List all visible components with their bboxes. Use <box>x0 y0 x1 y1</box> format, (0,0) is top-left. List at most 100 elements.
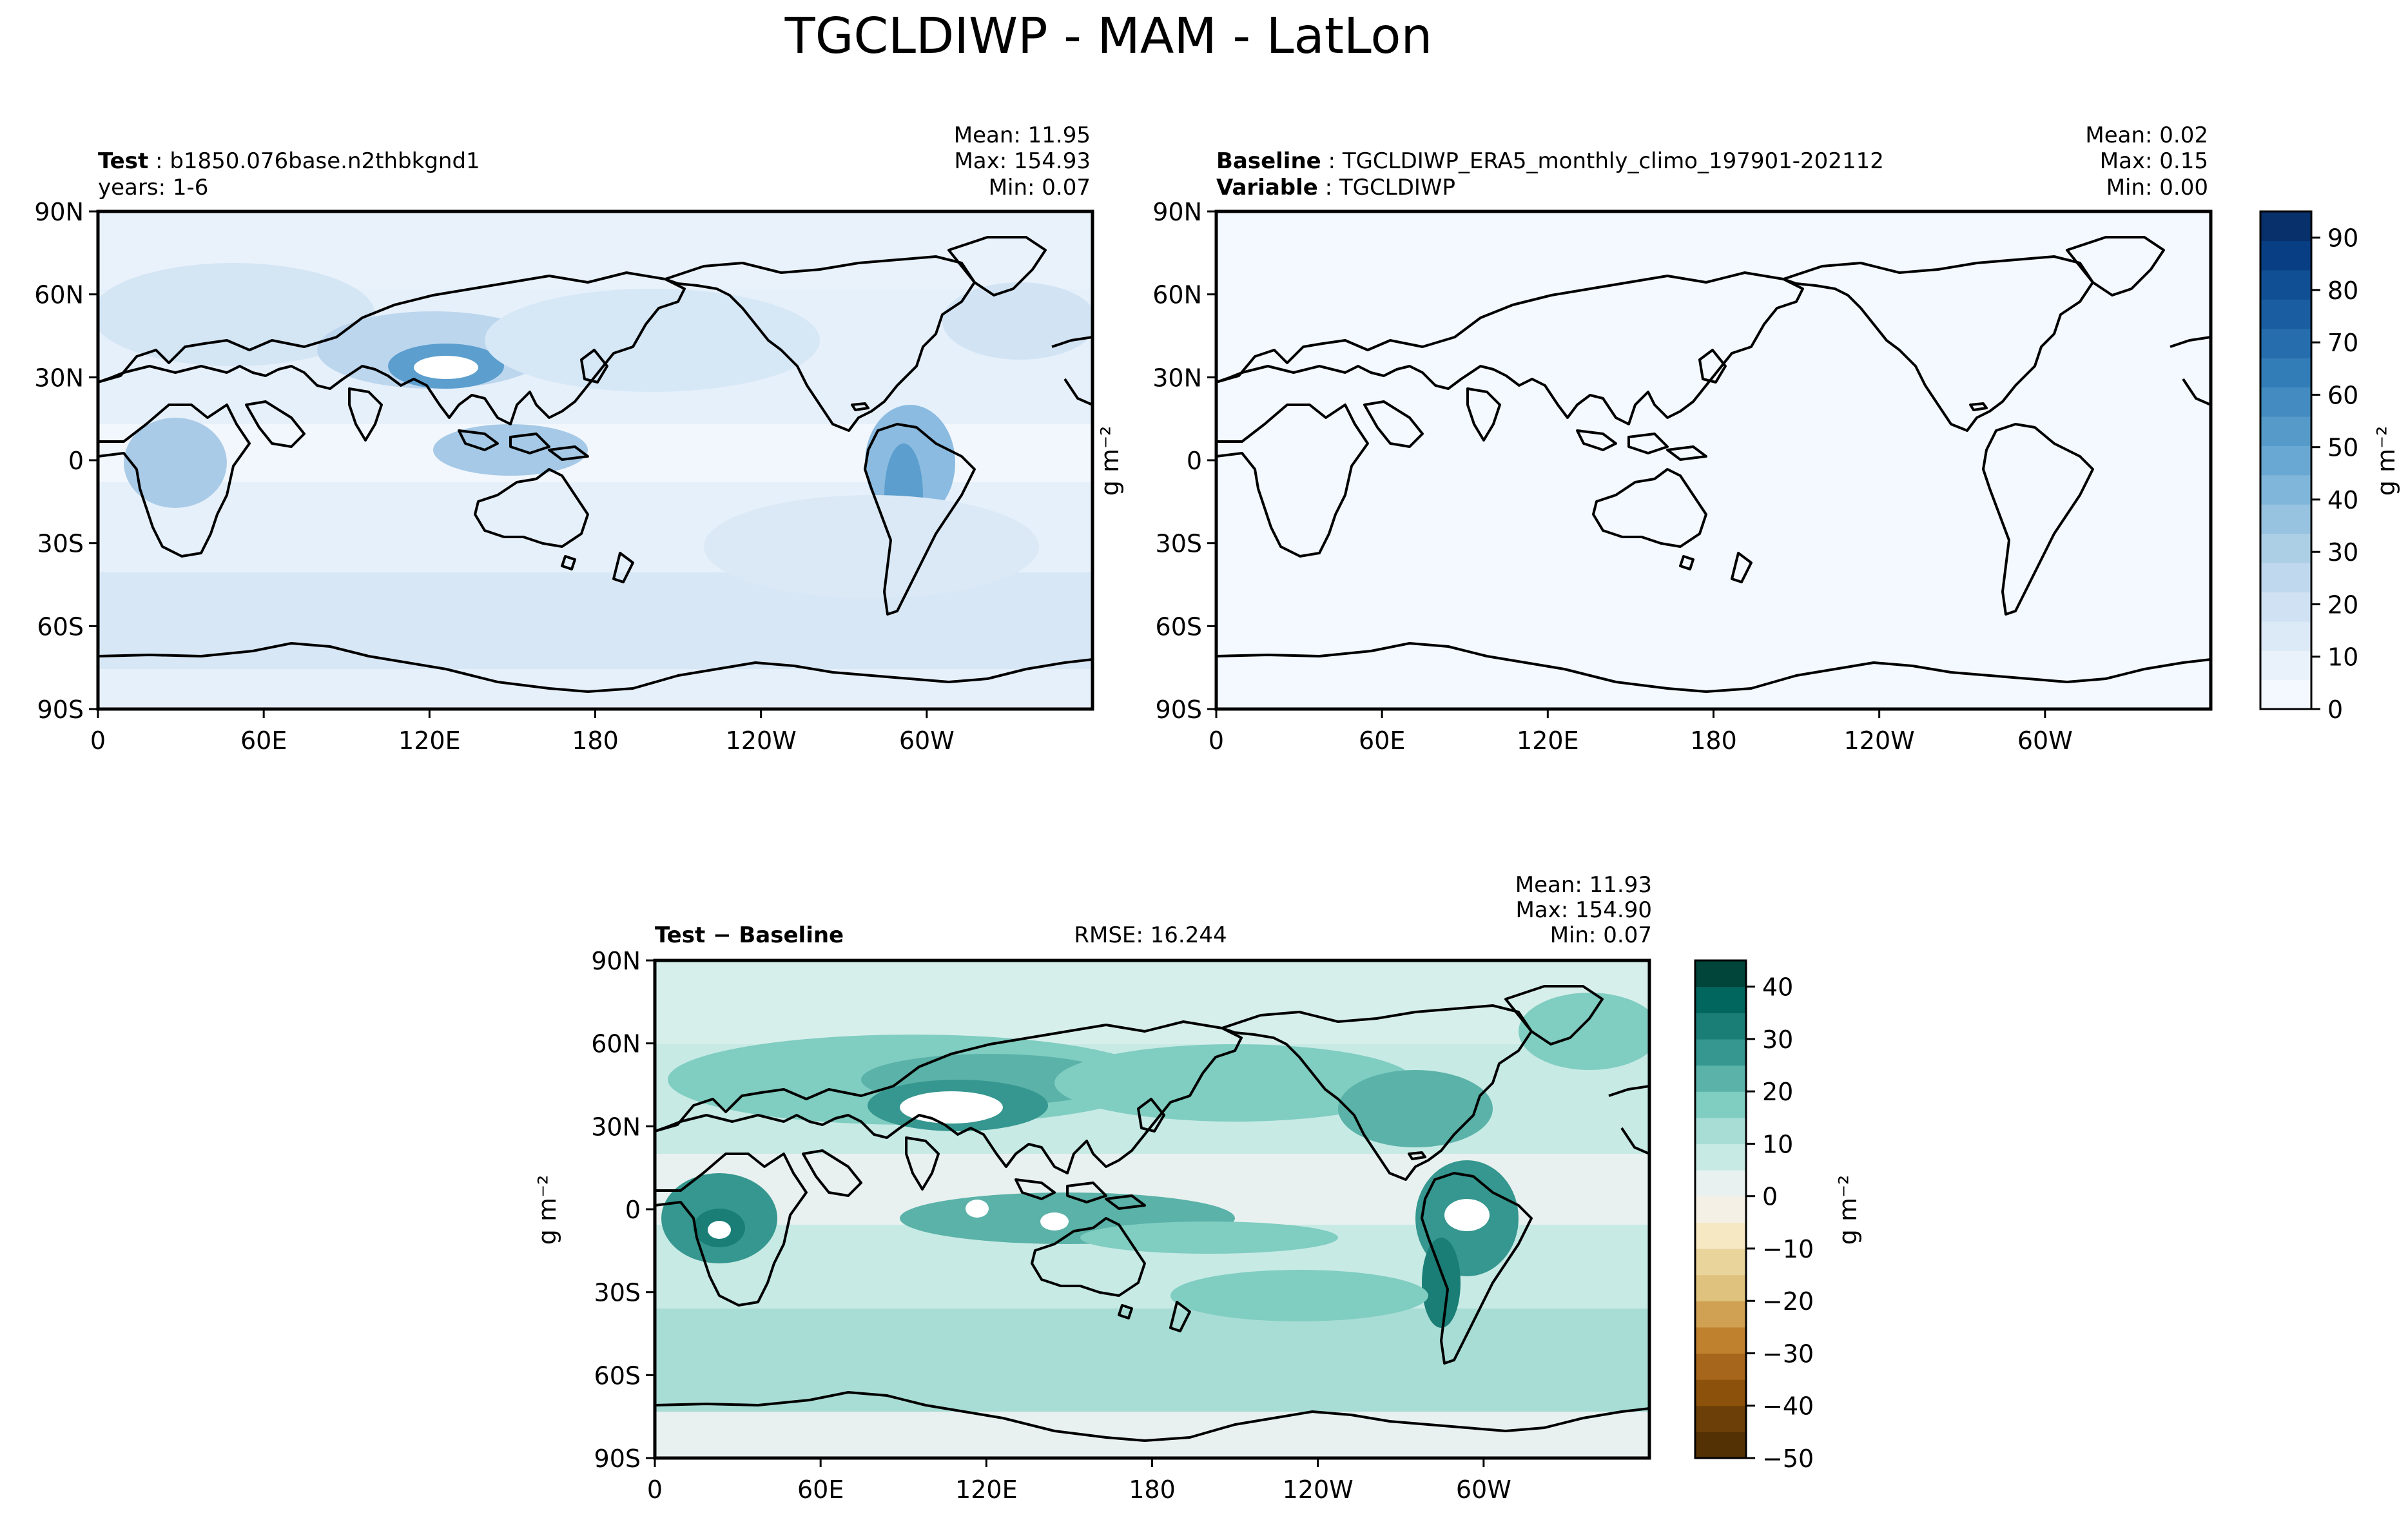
y-tick-label: 0 <box>1187 447 1202 475</box>
diff-max: Max: 154.90 <box>1515 897 1652 923</box>
test-years: years: 1-6 <box>98 175 208 200</box>
y-tick-label: 90N <box>591 947 641 975</box>
colorbar-level <box>1695 1013 1746 1040</box>
x-tick-label: 0 <box>647 1475 663 1504</box>
y-tick-label: 90N <box>34 198 84 226</box>
colorbar-level <box>1695 1353 1746 1380</box>
baseline-label-value: TGCLDIWP_ERA5_monthly_climo_197901-20211… <box>1342 148 1884 174</box>
colorbar-level <box>1695 1170 1746 1197</box>
diff-panel: Test − Baseline RMSE: 16.244 Mean: 11.93… <box>533 872 1652 1504</box>
y-tick-label: 60N <box>591 1030 641 1058</box>
y-tick-label: 30N <box>591 1113 641 1141</box>
test-label-key: Test <box>98 148 148 174</box>
colorbar-level <box>1695 1222 1746 1249</box>
colorbar-level <box>1695 1038 1746 1066</box>
colorbar-level <box>1695 1432 1746 1459</box>
colorbar-level <box>2260 211 2311 242</box>
y-tick-label: 90N <box>1152 198 1202 226</box>
y-tick-label: 90S <box>37 696 84 724</box>
y-tick-label: 30N <box>34 364 84 392</box>
colorbar-brbg: 40 30 20 10 0 −10 −20 −30 −40 −50 <box>1694 959 1814 1473</box>
y-tick-label: 0 <box>68 447 84 475</box>
test-y-ticks: 90N 60N 30N 0 30S 60S 90S <box>34 198 98 724</box>
colorbar-tick-label: 70 <box>2327 329 2358 357</box>
y-tick-label: 30N <box>1152 364 1202 392</box>
colorbar-level <box>2260 592 2311 622</box>
colorbar-tick-label: 60 <box>2327 381 2358 409</box>
colorbar-level <box>2260 650 2311 681</box>
colorbar-tick-label: −50 <box>1762 1445 1814 1473</box>
y-tick-label: 60S <box>1156 612 1202 641</box>
x-tick-label: 60W <box>1456 1475 1511 1504</box>
colorbar-level <box>1695 1274 1746 1301</box>
x-tick-label: 120E <box>398 726 461 755</box>
baseline-min: Min: 0.00 <box>2106 175 2208 200</box>
colorbar-level <box>2260 269 2311 300</box>
colorbar-brbg-unit: g m⁻² <box>1834 1175 1862 1245</box>
x-tick-label: 120W <box>1844 726 1915 755</box>
colorbar-tick-label: 10 <box>2327 643 2358 672</box>
colorbar-tick-label: 0 <box>2327 696 2343 724</box>
colorbar-level <box>1695 1248 1746 1276</box>
x-tick-label: 120W <box>1283 1475 1354 1504</box>
colorbar-level <box>2260 504 2311 534</box>
baseline-map-field <box>1216 211 2211 709</box>
colorbar-level <box>1695 1143 1746 1171</box>
colorbar-blues-unit: g m⁻² <box>2372 426 2400 496</box>
svg-text:Variable : TGCLDIWP: Variable : TGCLDIWP <box>1216 175 1455 200</box>
y-tick-label: 30S <box>1156 530 1202 558</box>
colorbar-level <box>1695 1301 1746 1328</box>
x-tick-label: 60E <box>240 726 287 755</box>
x-tick-label: 120E <box>955 1475 1018 1504</box>
y-tick-label: 90S <box>1156 696 1202 724</box>
diff-x-ticks: 0 60E 120E 180 120W 60W <box>647 1458 1511 1504</box>
x-tick-label: 180 <box>1129 1475 1176 1504</box>
colorbar-level <box>2260 533 2311 563</box>
baseline-x-ticks: 0 60E 120E 180 120W 60W <box>1209 709 2073 755</box>
colorbar-tick-label: −20 <box>1762 1287 1814 1316</box>
colorbar-level <box>1695 1091 1746 1118</box>
diff-map-field <box>655 960 1649 1458</box>
colorbar-tick-label: 40 <box>2327 486 2358 514</box>
colorbar-tick-label: 20 <box>2327 590 2358 619</box>
x-tick-label: 120E <box>1517 726 1579 755</box>
colorbar-level <box>2260 387 2311 417</box>
colorbar-level <box>2260 679 2311 710</box>
x-tick-label: 60W <box>2017 726 2073 755</box>
x-tick-label: 60W <box>899 726 955 755</box>
colorbar-level <box>1695 1196 1746 1223</box>
colorbar-blues: 0 10 20 30 40 50 60 70 80 90 <box>2259 210 2358 724</box>
diff-mean: Mean: 11.93 <box>1515 872 1652 898</box>
x-tick-label: 120W <box>726 726 797 755</box>
baseline-y-ticks: 90N 60N 30N 0 30S 60S 90S <box>1152 198 1216 724</box>
colorbar-level <box>1695 986 1746 1013</box>
colorbar-level <box>1695 1405 1746 1432</box>
colorbar-level <box>1695 1117 1746 1145</box>
diff-unit-left: g m⁻² <box>533 1175 561 1245</box>
colorbar-tick-label: 80 <box>2327 277 2358 305</box>
colorbar-tick-label: 0 <box>1762 1183 1778 1211</box>
baseline-label-key: Baseline <box>1216 148 1321 174</box>
x-tick-label: 180 <box>572 726 619 755</box>
y-tick-label: 30S <box>37 530 84 558</box>
x-tick-label: 60E <box>797 1475 844 1504</box>
baseline-unit-left: g m⁻² <box>1096 426 1124 496</box>
colorbar-level <box>2260 328 2311 358</box>
colorbar-level <box>1695 960 1746 988</box>
test-label-value: b1850.076base.n2thbkgnd1 <box>170 148 480 174</box>
diff-min: Min: 0.07 <box>1550 922 1652 948</box>
colorbar-level <box>1695 1327 1746 1354</box>
x-tick-label: 0 <box>90 726 106 755</box>
colorbar-tick-label: 90 <box>2327 224 2358 253</box>
colorbar-tick-label: 20 <box>1762 1078 1793 1106</box>
colorbar-level <box>1695 1379 1746 1406</box>
colorbar-tick-label: 50 <box>2327 434 2358 462</box>
colorbar-level <box>2260 474 2311 505</box>
test-max: Max: 154.93 <box>954 148 1091 174</box>
x-tick-label: 0 <box>1209 726 1224 755</box>
colorbar-level <box>2260 240 2311 271</box>
diff-y-ticks: 90N 60N 30N 0 30S 60S 90S <box>591 947 655 1473</box>
colorbar-level <box>2260 562 2311 592</box>
colorbar-tick-label: 10 <box>1762 1130 1793 1158</box>
figure-title: TGCLDIWP - MAM - LatLon <box>784 8 1433 65</box>
